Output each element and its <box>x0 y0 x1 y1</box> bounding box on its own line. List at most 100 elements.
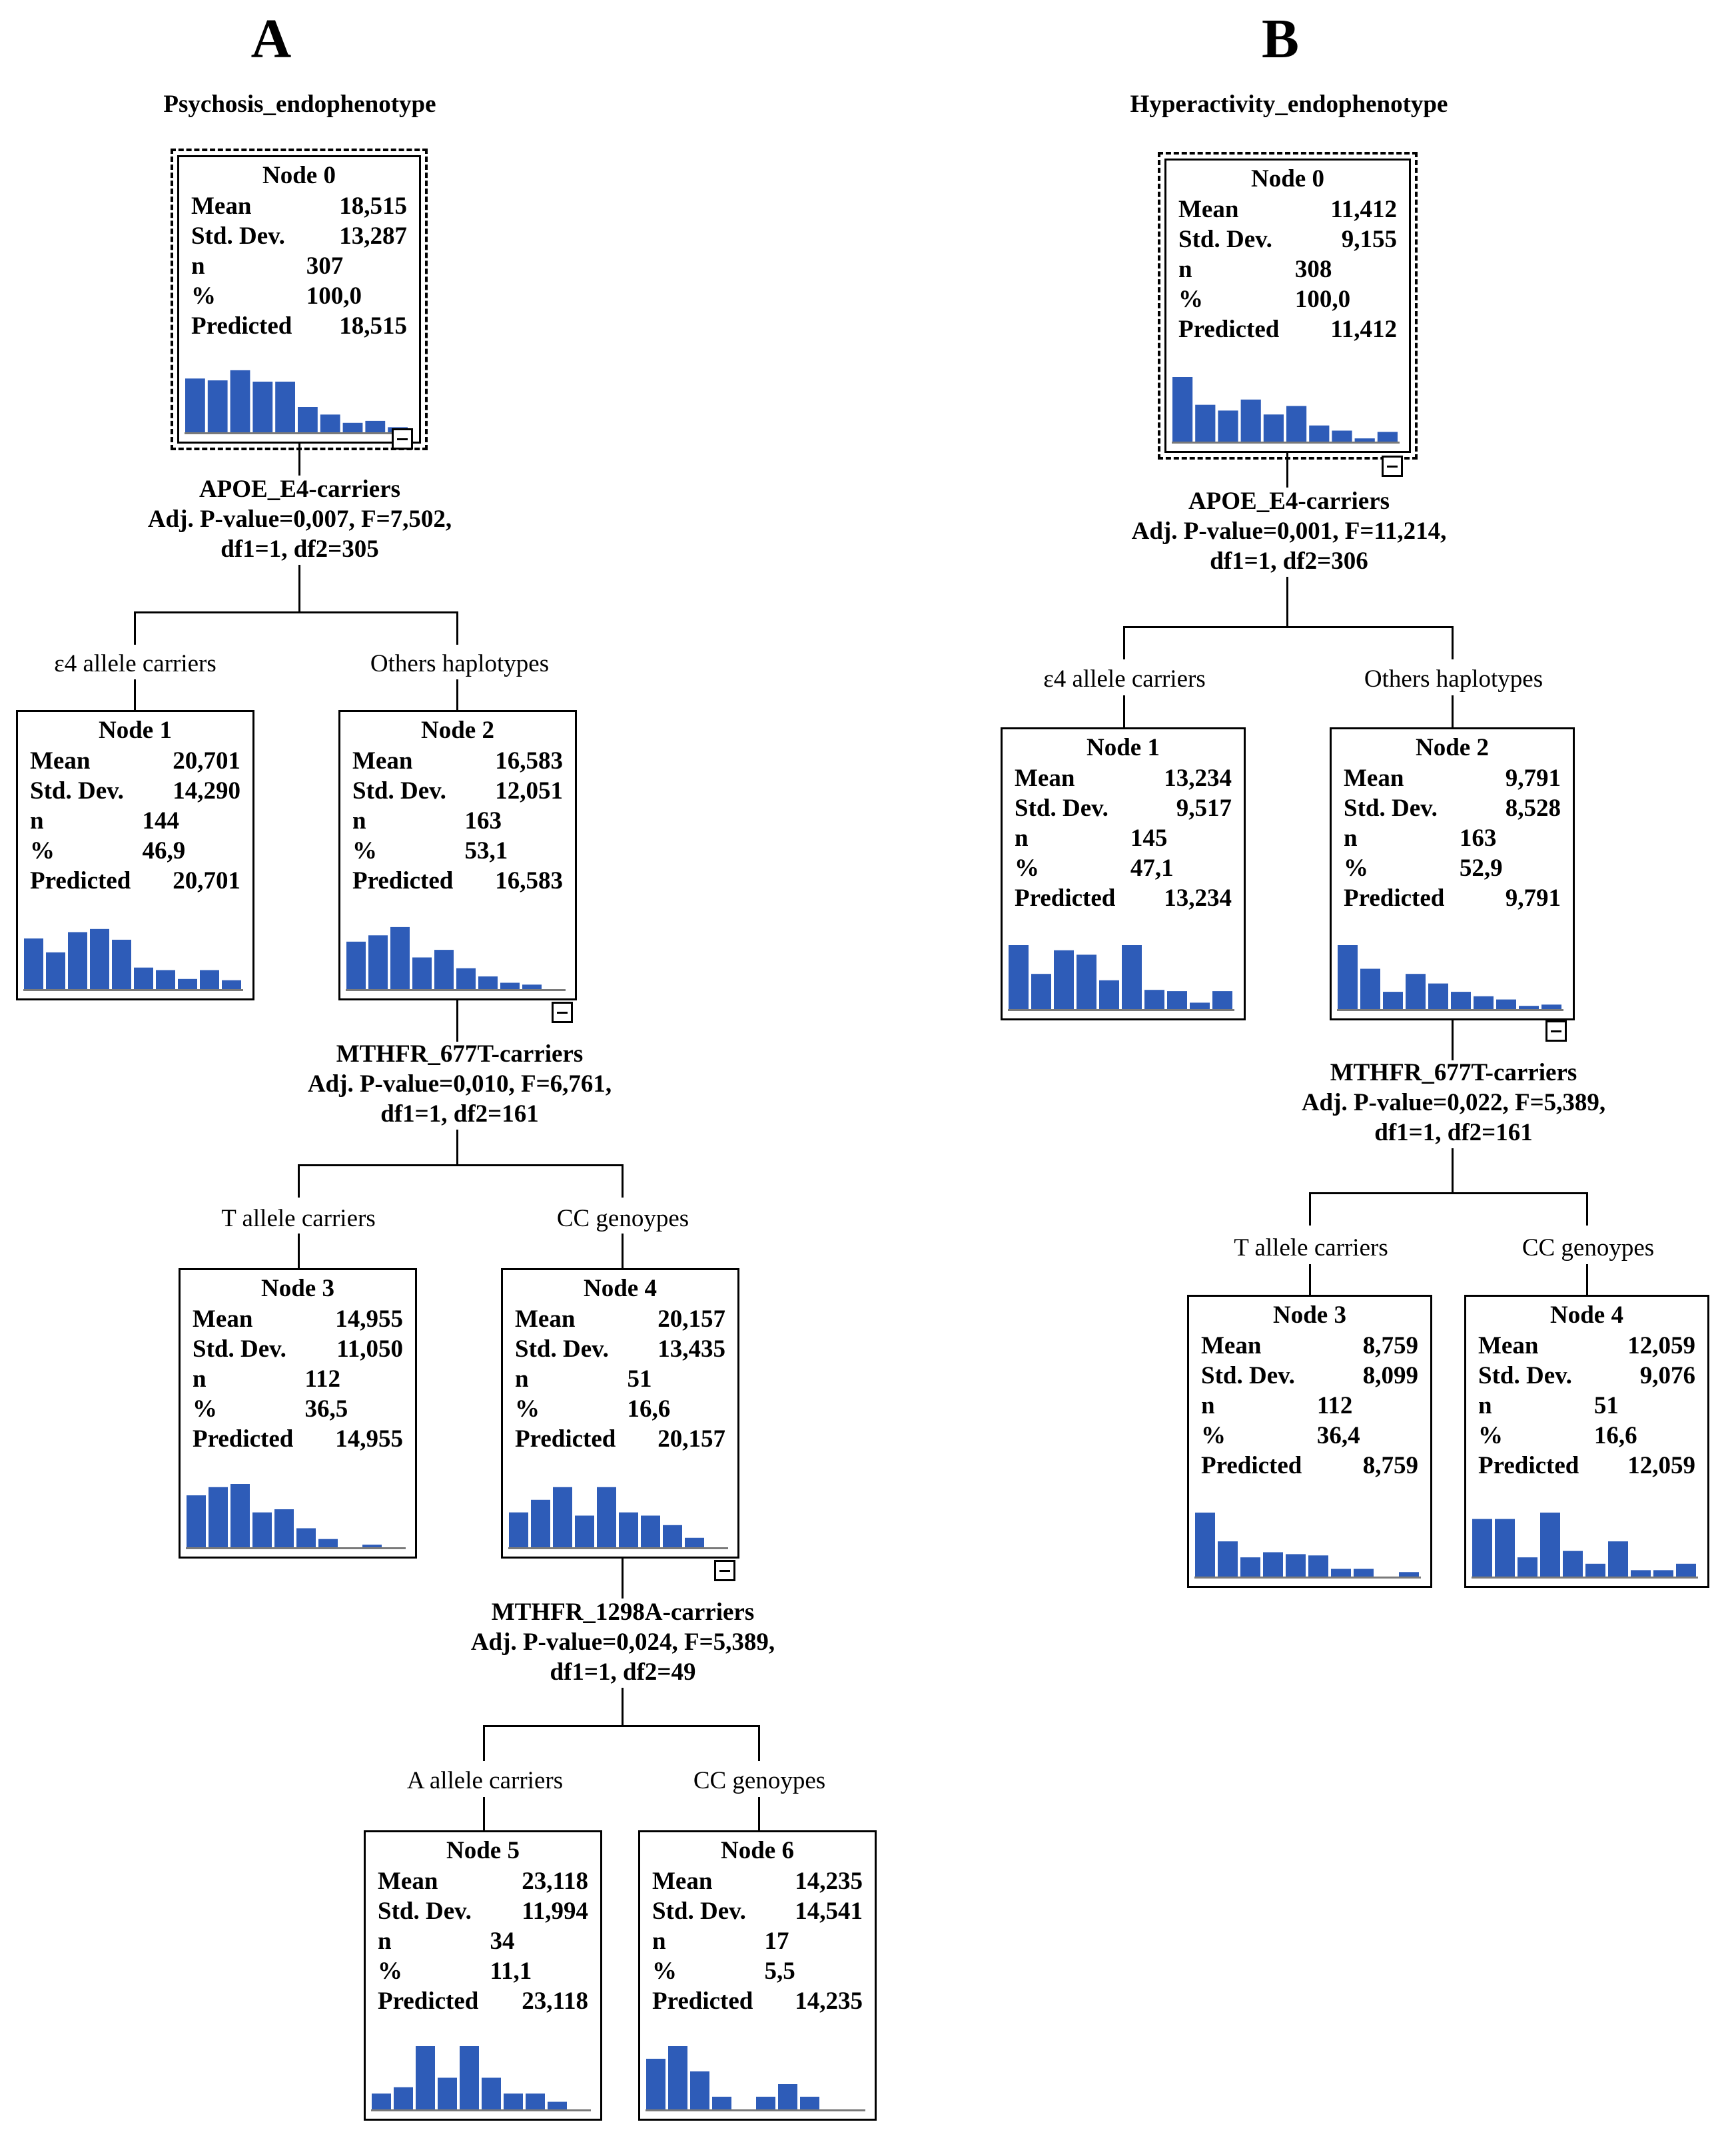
histogram-bar <box>1354 1569 1374 1577</box>
row-label-std-dev: Std. Dev. <box>191 222 285 250</box>
tree-node-a-2[interactable]: Node 2 Mean 16,583 Std. Dev. 12,051 n 163% 53,1… <box>338 710 577 1000</box>
tree-node-a-4[interactable]: Node 4 Mean 20,157 Std. Dev. 13,435 n 51% 16,6 P… <box>501 1268 739 1559</box>
row-label-percent: % <box>30 837 55 865</box>
split-variable: MTHFR_677T-carriers <box>336 1040 584 1068</box>
row-value-std-dev: 14,541 <box>795 1898 863 1925</box>
connector <box>1309 1192 1311 1226</box>
connector <box>456 1130 458 1166</box>
collapse-toggle-a-2[interactable] <box>552 1002 573 1023</box>
connector <box>758 1797 760 1830</box>
tree-node-a-0[interactable]: Node 0 Mean 18,515 Std. Dev. 13,287 n 307% 100,… <box>177 155 421 444</box>
row-label-std-dev: Std. Dev. <box>378 1898 472 1925</box>
node-histogram <box>346 926 566 991</box>
collapse-toggle-a-0[interactable] <box>392 428 413 450</box>
tree-node-b-4[interactable]: Node 4 Mean 12,059 Std. Dev. 9,076 n 51% 16,6 Pr… <box>1464 1295 1709 1588</box>
row-label-mean: Mean <box>1478 1332 1539 1359</box>
histogram-bar <box>456 968 476 990</box>
row-value-n: 163 <box>464 807 502 835</box>
row-label-predicted: Predicted <box>1478 1452 1579 1479</box>
tree-node-a-6[interactable]: Node 6 Mean 14,235 Std. Dev. 14,541 n 17% 5,5 Pr… <box>638 1830 877 2121</box>
branch-label-a-cc2: CC genoypes <box>693 1766 826 1795</box>
tree-node-b-1[interactable]: Node 1 Mean 13,234 Std. Dev. 9,517 n 145% 47,1 P… <box>1001 727 1246 1020</box>
row-label-n: n <box>30 807 44 835</box>
row-value-percent: 100,0 <box>306 282 362 310</box>
split-statistic: Adj. P-value=0,010, F=6,761, <box>307 1070 612 1098</box>
node-title: Node 5 <box>446 1837 520 1864</box>
node-row-percent: % 16,6 <box>515 1395 725 1423</box>
collapse-toggle-b-2[interactable] <box>1545 1020 1567 1042</box>
row-label-std-dev: Std. Dev. <box>1015 795 1108 822</box>
row-value-n: 163 <box>1459 825 1497 852</box>
histogram-bar <box>1077 954 1096 1009</box>
histogram-bar <box>1676 1563 1696 1577</box>
collapse-toggle-b-0[interactable] <box>1382 456 1403 477</box>
row-value-std-dev: 12,051 <box>495 777 563 805</box>
tree-node-b-0[interactable]: Node 0 Mean 11,412 Std. Dev. 9,155 n 308% 100,0… <box>1164 159 1411 453</box>
histogram-bar <box>685 1537 704 1548</box>
histogram-bar <box>1167 991 1187 1009</box>
row-label-std-dev: Std. Dev. <box>30 777 124 805</box>
node-row-predicted: Predicted 18,515 <box>191 312 407 340</box>
histogram-bar <box>1009 945 1029 1009</box>
node-row-percent: % 5,5 <box>652 1957 863 1985</box>
node-row-std-dev: Std. Dev. 9,155 <box>1178 225 1397 254</box>
node-histogram <box>1337 945 1563 1011</box>
node-row-predicted: Predicted 16,583 <box>352 867 563 895</box>
node-row-mean: Mean 23,118 <box>378 1867 588 1896</box>
node-row-n: n 112 <box>193 1365 403 1393</box>
row-value-predicted: 23,118 <box>522 1987 588 2015</box>
histogram-bar <box>663 1525 682 1548</box>
node-title: Node 3 <box>261 1275 334 1302</box>
row-label-predicted: Predicted <box>1344 885 1445 912</box>
histogram-bar <box>394 2087 413 2110</box>
row-value-predicted: 12,059 <box>1627 1452 1695 1479</box>
row-label-predicted: Predicted <box>378 1987 479 2015</box>
collapse-toggle-a-4[interactable] <box>714 1560 735 1581</box>
histogram-bar <box>1190 1002 1210 1009</box>
row-label-percent: % <box>352 837 377 865</box>
node-row-n: n 163 <box>352 807 563 835</box>
row-value-mean: 14,235 <box>795 1868 863 1895</box>
histogram-bar <box>390 926 410 989</box>
tree-node-a-3[interactable]: Node 3 Mean 14,955 Std. Dev. 11,050 n 112% 36,5… <box>179 1268 417 1559</box>
connector <box>298 565 300 613</box>
row-label-mean: Mean <box>30 747 91 775</box>
row-value-percent: 52,9 <box>1459 855 1503 882</box>
row-value-n: 144 <box>142 807 180 835</box>
split-variable: MTHFR_677T-carriers <box>1330 1059 1577 1086</box>
split-df: df1=1, df2=305 <box>220 536 379 563</box>
connector <box>1452 626 1454 659</box>
histogram-bar <box>362 1545 382 1547</box>
tree-node-b-2[interactable]: Node 2 Mean 9,791 Std. Dev. 8,528 n 163% 52,9 Pr… <box>1330 727 1575 1020</box>
node-row-n: n 307 <box>191 252 407 280</box>
histogram-bar <box>1218 410 1238 442</box>
row-value-n: 51 <box>627 1365 652 1393</box>
tree-node-a-5[interactable]: Node 5 Mean 23,118 Std. Dev. 11,994 n 34% 11,1 P… <box>364 1830 602 2121</box>
connector <box>1452 1020 1454 1060</box>
histogram-bar <box>500 982 520 989</box>
node-row-n: n 145 <box>1015 824 1232 853</box>
row-value-std-dev: 13,287 <box>339 222 407 250</box>
row-label-percent: % <box>191 282 216 310</box>
row-label-percent: % <box>515 1395 540 1423</box>
row-label-std-dev: Std. Dev. <box>352 777 446 805</box>
node-title: Node 4 <box>1550 1301 1623 1329</box>
histogram-bar <box>1563 1551 1583 1577</box>
node-row-predicted: Predicted 23,118 <box>378 1987 588 2015</box>
row-label-mean: Mean <box>1201 1332 1262 1359</box>
tree-node-b-3[interactable]: Node 3 Mean 8,759 Std. Dev. 8,099 n 112% 36,4 Pr… <box>1187 1295 1432 1588</box>
row-label-percent: % <box>193 1395 217 1423</box>
histogram-bar <box>230 1484 250 1547</box>
split-statistic: Adj. P-value=0,022, F=5,389, <box>1301 1089 1606 1116</box>
connector <box>1286 453 1288 488</box>
histogram-bar <box>1653 1570 1673 1577</box>
row-value-mean: 20,157 <box>657 1305 725 1333</box>
histogram-bar <box>252 382 273 432</box>
row-label-percent: % <box>1478 1422 1503 1449</box>
tree-node-a-1[interactable]: Node 1 Mean 20,701 Std. Dev. 14,290 n 144% 46,9… <box>16 710 254 1000</box>
branch-label-a-cc: CC genoypes <box>556 1204 689 1233</box>
node-row-std-dev: Std. Dev. 13,435 <box>515 1335 725 1363</box>
histogram-bar <box>575 1515 594 1547</box>
histogram-bar <box>646 2059 665 2109</box>
split-rule-b-apoe: APOE_E4-carriers Adj. P-value=0,001, F=1… <box>1132 486 1447 576</box>
